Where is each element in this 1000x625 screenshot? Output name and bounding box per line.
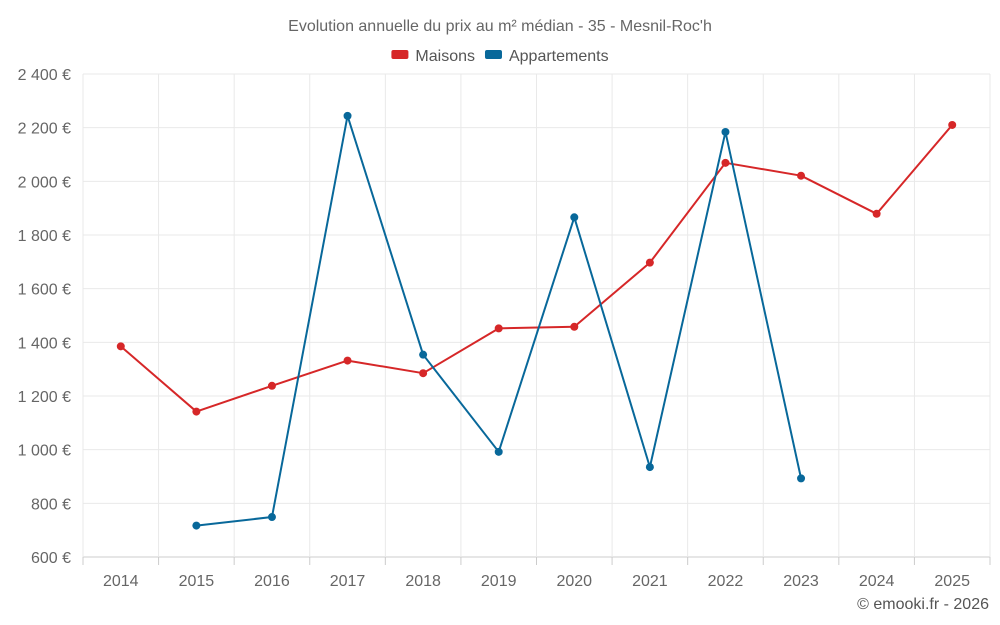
- data-point-maisons[interactable]: [872, 209, 881, 218]
- y-tick-label: 600 €: [31, 550, 71, 567]
- credit-text: © emooki.fr - 2026: [857, 596, 989, 613]
- x-tick-label: 2017: [330, 573, 366, 590]
- x-tick-label: 2024: [859, 573, 895, 590]
- data-point-maisons[interactable]: [797, 171, 806, 180]
- y-tick-label: 1 600 €: [18, 282, 71, 299]
- grid: [82, 73, 991, 558]
- data-point-appartements[interactable]: [797, 474, 806, 483]
- data-point-maisons[interactable]: [419, 369, 428, 378]
- legend-swatch: [391, 50, 409, 59]
- legend-label: Appartements: [509, 48, 609, 65]
- x-tick-label: 2015: [179, 573, 215, 590]
- x-tick-label: 2020: [556, 573, 592, 590]
- data-point-maisons[interactable]: [116, 342, 125, 351]
- x-tick-label: 2018: [405, 573, 441, 590]
- data-point-maisons[interactable]: [645, 258, 654, 267]
- data-point-maisons[interactable]: [948, 120, 957, 129]
- legend: Maisons Appartements: [391, 48, 609, 65]
- legend-item-appartements[interactable]: Appartements: [484, 48, 609, 65]
- y-tick-label: 1 400 €: [18, 335, 71, 352]
- series-layer: [116, 111, 957, 530]
- data-point-maisons[interactable]: [494, 324, 503, 333]
- data-point-maisons[interactable]: [570, 322, 579, 331]
- data-point-appartements[interactable]: [570, 213, 579, 222]
- x-tick-label: 2022: [708, 573, 744, 590]
- series-appartements: [192, 111, 806, 530]
- x-tick-label: 2014: [103, 573, 139, 590]
- chart-title: Evolution annuelle du prix au m² médian …: [288, 18, 712, 35]
- y-tick-label: 1 000 €: [18, 443, 71, 460]
- y-tick-label: 2 400 €: [18, 67, 71, 84]
- legend-item-maisons[interactable]: Maisons: [391, 48, 475, 65]
- data-point-maisons[interactable]: [267, 381, 276, 390]
- y-tick-label: 1 200 €: [18, 389, 71, 406]
- y-tick-label: 800 €: [31, 496, 71, 513]
- data-point-appartements[interactable]: [494, 447, 503, 456]
- x-tick-label: 2019: [481, 573, 517, 590]
- data-point-appartements[interactable]: [645, 463, 654, 472]
- series-maisons: [116, 120, 957, 416]
- x-tick-label: 2016: [254, 573, 290, 590]
- x-axis-ticks: 2014 2015 2016 2017 2018 2019 2020 2021 2022 2023…: [82, 557, 991, 590]
- x-tick-label: 2025: [934, 573, 970, 590]
- data-point-appartements[interactable]: [419, 350, 428, 359]
- y-tick-label: 2 000 €: [18, 174, 71, 191]
- x-tick-label: 2023: [783, 573, 819, 590]
- data-point-appartements[interactable]: [343, 111, 352, 120]
- series-line-appartements: [196, 114, 803, 527]
- legend-swatch: [484, 50, 502, 59]
- data-point-maisons[interactable]: [192, 407, 201, 416]
- x-tick-label: 2021: [632, 573, 668, 590]
- data-point-maisons[interactable]: [721, 158, 730, 167]
- series-line-maisons: [120, 124, 953, 413]
- y-axis-ticks: 600 € 800 € 1 000 € 1 200 € 1 400 € 1 600 € 1 …: [18, 67, 71, 567]
- data-point-appartements[interactable]: [267, 513, 276, 522]
- data-point-appartements[interactable]: [192, 521, 201, 530]
- legend-label: Maisons: [415, 48, 475, 65]
- y-tick-label: 1 800 €: [18, 228, 71, 245]
- y-tick-label: 2 200 €: [18, 121, 71, 138]
- data-point-maisons[interactable]: [343, 356, 352, 365]
- data-point-appartements[interactable]: [721, 127, 730, 136]
